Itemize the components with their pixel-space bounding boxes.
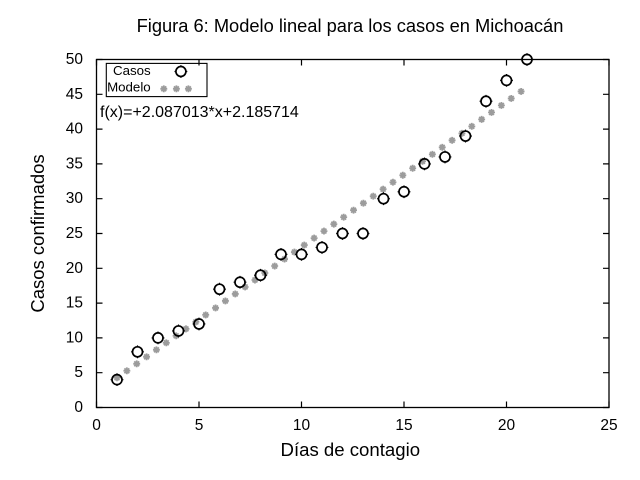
svg-text:50: 50 xyxy=(66,51,84,68)
svg-text:Figura 6: Modelo lineal para l: Figura 6: Modelo lineal para los casos e… xyxy=(137,15,564,36)
svg-text:5: 5 xyxy=(195,417,204,434)
svg-text:Modelo: Modelo xyxy=(107,80,151,95)
svg-text:Días de contagio: Días de contagio xyxy=(281,439,421,460)
svg-text:f(x)=+2.087013*x+2.185714: f(x)=+2.087013*x+2.185714 xyxy=(100,104,299,121)
svg-text:30: 30 xyxy=(66,190,84,207)
svg-text:20: 20 xyxy=(66,260,84,277)
svg-text:20: 20 xyxy=(498,417,516,434)
svg-text:25: 25 xyxy=(600,417,617,434)
svg-text:10: 10 xyxy=(293,417,311,434)
svg-text:0: 0 xyxy=(92,417,101,434)
svg-text:25: 25 xyxy=(66,225,83,242)
svg-text:0: 0 xyxy=(74,399,83,416)
svg-text:45: 45 xyxy=(66,86,83,103)
svg-text:5: 5 xyxy=(74,364,83,381)
svg-text:35: 35 xyxy=(66,155,83,172)
svg-text:Casos confirmados: Casos confirmados xyxy=(27,154,48,312)
svg-text:Casos: Casos xyxy=(113,63,151,78)
svg-text:10: 10 xyxy=(66,329,84,346)
svg-text:40: 40 xyxy=(66,121,84,138)
svg-text:15: 15 xyxy=(66,295,83,312)
svg-text:15: 15 xyxy=(395,417,412,434)
